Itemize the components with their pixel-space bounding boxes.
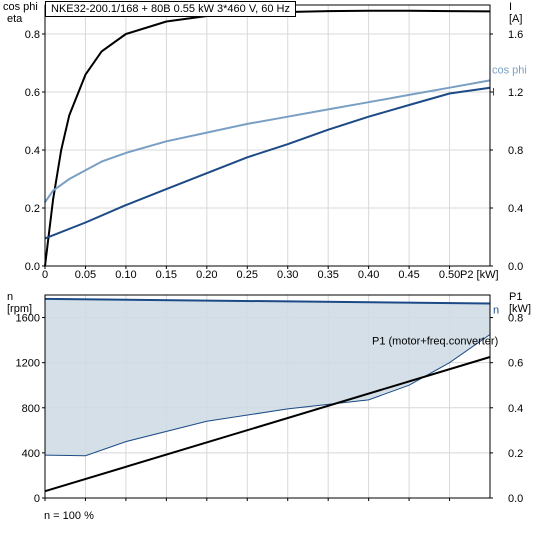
bottom-y-left-tick-label: 1200 (16, 358, 40, 370)
top-plot-area (45, 5, 490, 266)
top-y-left-tick-label: 0.2 (25, 203, 40, 215)
top-series-label-I: I (492, 87, 495, 99)
top-x-tick-label: 0.35 (317, 269, 338, 281)
top-y-right-tick-label: 1.2 (508, 87, 523, 99)
bottom-y-right-axis-label: [kW] (509, 303, 531, 315)
bottom-y-left-tick-label: 800 (22, 403, 40, 415)
bottom-series-line-n (44, 297, 491, 305)
bottom-y-right-tick-label: 0.2 (508, 448, 523, 460)
top-x-tick-label: 0.05 (75, 269, 96, 281)
top-y-left-tick-label: 0.4 (25, 145, 40, 157)
top-x-tick-label: 0.10 (115, 269, 136, 281)
bottom-series-label-n: n (493, 304, 499, 316)
bottom-plot-border (44, 294, 491, 499)
bottom-series-line-p1 (44, 356, 491, 493)
chart-title: NKE32-200.1/168 + 80B 0.55 kW 3*460 V, 6… (45, 1, 297, 17)
bottom-y-right-tick-label: 0.0 (508, 493, 523, 505)
bottom-y-right-tick-label: 0.6 (508, 358, 523, 370)
top-y-right-tick-label: 0.0 (508, 261, 523, 273)
top-x-tick-label: 0.30 (277, 269, 298, 281)
top-y-left-tick-label: 0.0 (25, 261, 40, 273)
top-x-tick-label: 0 (42, 269, 48, 281)
top-y-left-tick-label: 0.6 (25, 87, 40, 99)
top-x-tick-label: 0.25 (237, 269, 258, 281)
top-y-right-axis-label: I (509, 1, 512, 13)
top-series-line-I (44, 86, 491, 240)
top-x-axis-label: P2 [kW] (460, 269, 499, 281)
top-x-tick-label: 0.40 (358, 269, 379, 281)
top-y-left-axis-label: cos phi (3, 1, 38, 13)
bottom-chart: 0400800120016000.00.20.40.60.8n[rpm]P1[k… (7, 291, 531, 505)
top-x-tick-label: 0.50 (439, 269, 460, 281)
top-y-right-tick-label: 0.4 (508, 203, 523, 215)
speed-note: n = 100 % (44, 510, 94, 522)
bottom-y-right-axis-label: P1 (509, 291, 522, 303)
top-series-line-cos-phi (44, 79, 491, 203)
top-chart: 0 0.05 0.10 0.15 0.20 0.25 0.30 0.35 0.40 0.45 0.5… (3, 0, 527, 281)
top-y-right-axis-label: [A] (509, 13, 522, 25)
top-y-right-tick-label: 1.6 (508, 29, 523, 41)
top-x-tick-label: 0.15 (156, 269, 177, 281)
top-x-tick-label: 0.20 (196, 269, 217, 281)
top-x-tick-label: 0.45 (398, 269, 419, 281)
bottom-y-left-axis-label: [rpm] (7, 303, 32, 315)
bottom-y-left-tick-label: 0 (34, 493, 40, 505)
bottom-y-right-tick-label: 0.4 (508, 403, 523, 415)
speed-range-band (45, 298, 490, 456)
bottom-y-right-tick-label: 0.8 (508, 313, 523, 325)
bottom-series-label-p1: P1 (motor+freq.converter) (372, 336, 498, 348)
top-y-left-tick-label: 0.8 (25, 29, 40, 41)
top-series-line-eta (44, 9, 491, 267)
bottom-y-left-tick-label: 400 (22, 448, 40, 460)
bottom-y-left-tick-label: 1600 (16, 313, 40, 325)
top-y-right-tick-label: 0.8 (508, 145, 523, 157)
bottom-y-left-axis-label: n (7, 291, 13, 303)
top-series-label-eta: eta (492, 0, 508, 2)
bottom-series-line-min-speed (44, 334, 491, 457)
top-y-left-axis-label: eta (7, 13, 23, 25)
top-series-label-cos-phi: cos phi (492, 64, 527, 76)
